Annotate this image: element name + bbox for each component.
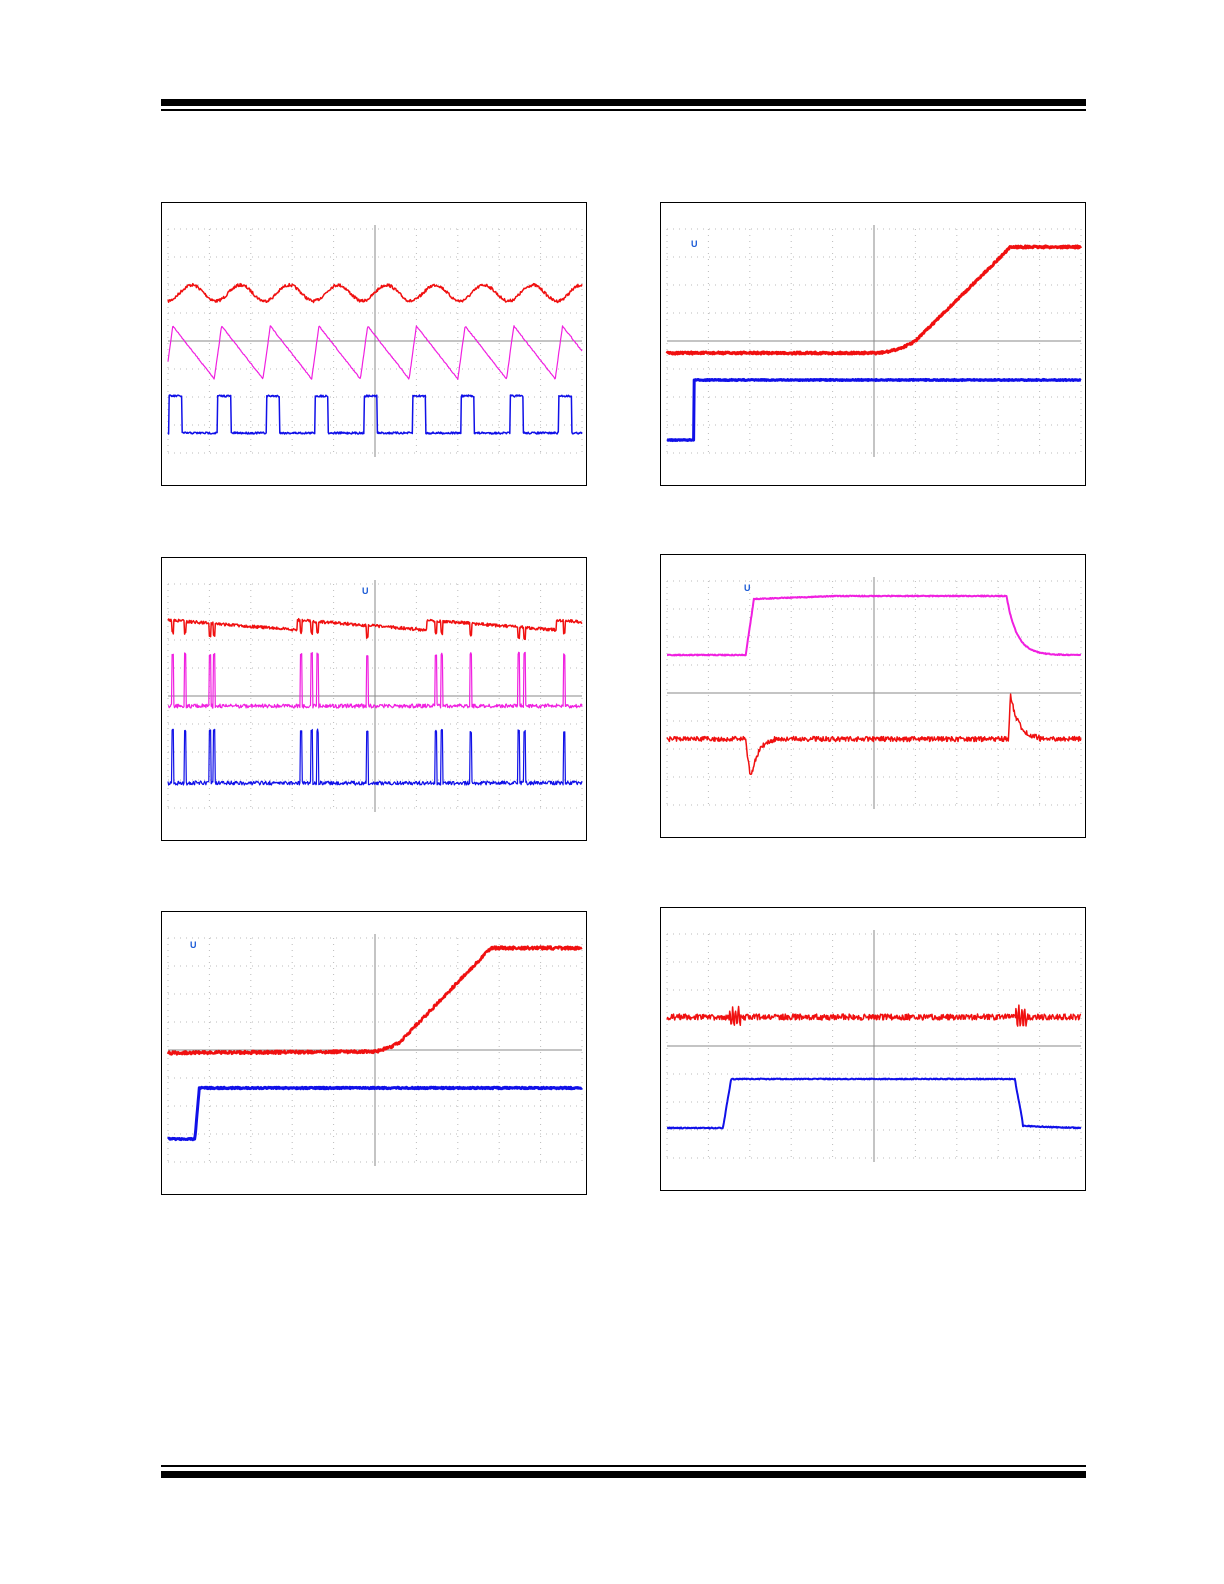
footer-rule: [161, 1465, 1086, 1467]
scope-capture: U: [161, 911, 587, 1195]
waveform: [666, 1004, 1082, 1027]
waveform: [665, 244, 1083, 356]
waveform: [666, 1077, 1082, 1130]
scope-capture: U: [660, 202, 1086, 486]
trigger-marker: U: [744, 583, 751, 593]
footer-rule: [161, 1471, 1086, 1478]
waveform: [666, 378, 1082, 442]
waveform: [167, 651, 583, 709]
trigger-marker: U: [691, 239, 698, 249]
waveform: [167, 617, 583, 641]
waveform: [166, 945, 583, 1056]
header-rule: [161, 109, 1086, 111]
waveform: [167, 394, 583, 435]
scope-screen: U: [666, 577, 1082, 809]
scope-capture: U: [161, 557, 587, 841]
scope-screen: U: [166, 934, 583, 1166]
waveform: [166, 1085, 583, 1142]
waveform: [666, 594, 1082, 657]
trigger-marker: U: [362, 586, 369, 596]
waveform: [167, 728, 583, 786]
scope-screen: [167, 225, 583, 457]
scope-screen: U: [665, 225, 1083, 457]
waveform: [167, 325, 583, 380]
header-rule: [161, 99, 1086, 106]
scope-screen: [666, 930, 1082, 1162]
scope-screen: U: [167, 580, 583, 812]
scope-capture: [161, 202, 587, 486]
waveform: [167, 282, 583, 304]
scope-capture: [660, 907, 1086, 1191]
waveform: [666, 693, 1082, 776]
scope-capture: U: [660, 554, 1086, 838]
trigger-marker: U: [190, 940, 197, 950]
